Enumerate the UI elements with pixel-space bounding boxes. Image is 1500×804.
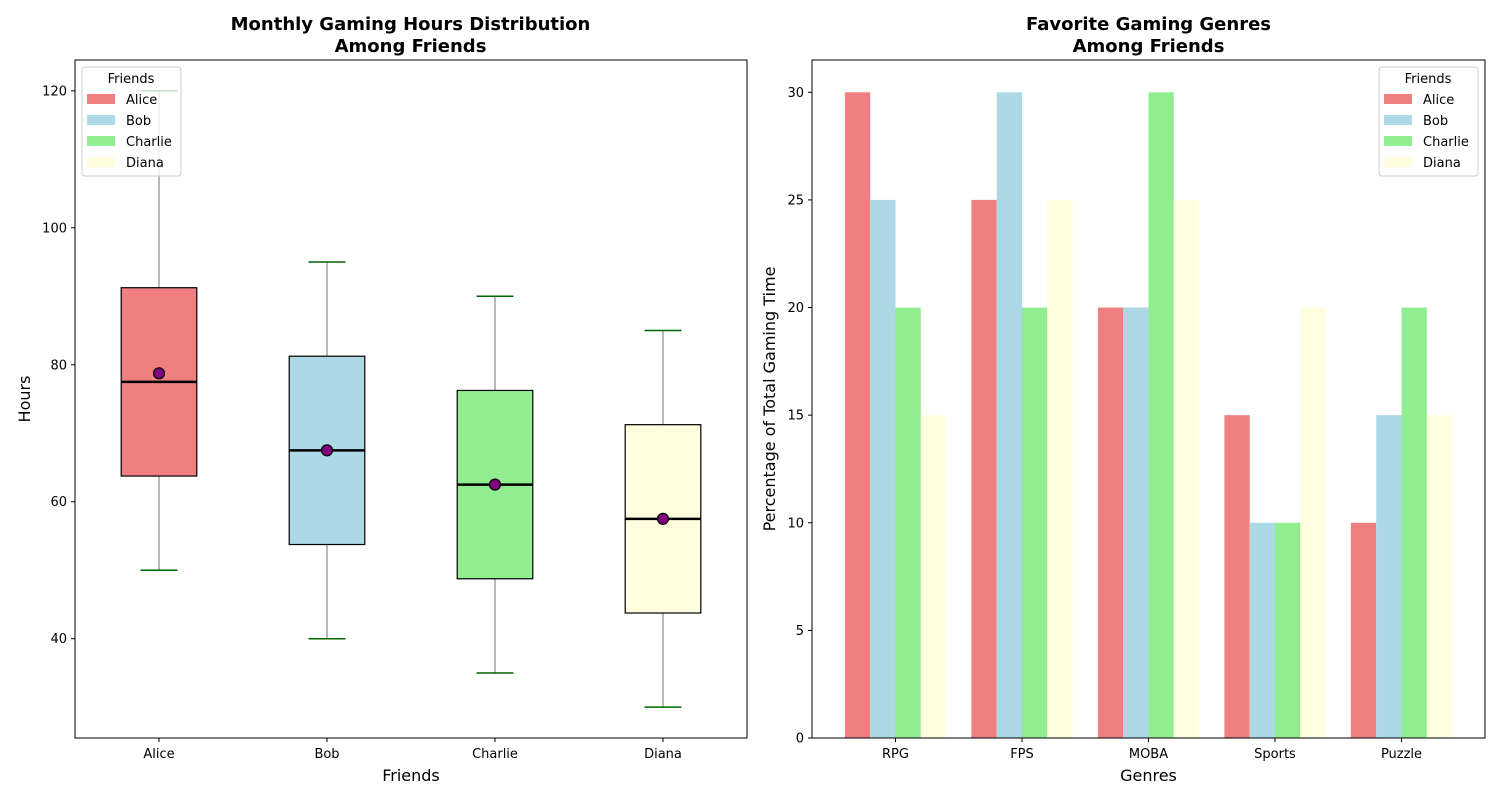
mean-marker-bob bbox=[320, 444, 334, 457]
x-tick-label-rpg: RPG bbox=[882, 747, 909, 762]
y-tick-label-15: 15 bbox=[787, 409, 804, 424]
legend-swatch-bob bbox=[87, 115, 115, 125]
barchart-marks bbox=[844, 92, 1453, 739]
legend-label-bob: Bob bbox=[126, 114, 151, 129]
y-tick-label-30: 30 bbox=[787, 86, 804, 101]
legend-label-bob: Bob bbox=[1423, 114, 1448, 129]
barchart-x-ticks: RPG FPS MOBA Sports Puzzle bbox=[882, 738, 1422, 762]
x-tick-label-moba: MOBA bbox=[1129, 747, 1168, 762]
boxplot-x-ticks: Alice Bob Charlie Diana bbox=[143, 738, 682, 762]
boxplot-y-ticks: 40 60 80 100 120 bbox=[42, 84, 75, 647]
bar-rpg-charlie bbox=[895, 307, 921, 738]
bar-moba-charlie bbox=[1148, 92, 1174, 739]
bar-rpg-alice bbox=[844, 92, 871, 739]
boxplot-y-axis-label: Hours bbox=[15, 376, 34, 423]
y-tick-label-80: 80 bbox=[50, 358, 67, 373]
boxplot-legend-items: Alice Bob Charlie Diana bbox=[87, 93, 172, 171]
bar-fps-diana bbox=[1047, 199, 1073, 738]
legend-swatch-charlie bbox=[87, 136, 115, 146]
bar-sports-diana bbox=[1300, 307, 1326, 738]
boxplot-title-line2: Among Friends bbox=[335, 36, 487, 57]
y-tick-label-0: 0 bbox=[796, 732, 804, 747]
barchart-y-ticks: 0 5 10 15 20 25 30 bbox=[787, 86, 812, 747]
boxplot-panel: Monthly Gaming Hours Distribution Among … bbox=[15, 14, 748, 785]
bar-rpg-bob bbox=[870, 199, 896, 738]
x-tick-label-diana: Diana bbox=[644, 747, 682, 762]
x-tick-label-sports: Sports bbox=[1254, 747, 1296, 762]
y-tick-label-20: 20 bbox=[787, 301, 804, 316]
boxplot-legend: Friends Alice Bob Charlie Diana bbox=[81, 66, 182, 177]
barchart-legend: Friends Alice Bob Charlie Diana bbox=[1378, 66, 1479, 177]
x-tick-label-fps: FPS bbox=[1010, 747, 1034, 762]
barchart-y-axis-label: Percentage of Total Gaming Time bbox=[760, 267, 779, 532]
barchart-legend-title: Friends bbox=[1405, 72, 1452, 87]
legend-swatch-diana bbox=[87, 157, 115, 167]
legend-label-diana: Diana bbox=[126, 156, 164, 171]
boxplot-title-line1: Monthly Gaming Hours Distribution bbox=[231, 14, 591, 35]
y-tick-label-10: 10 bbox=[787, 516, 804, 531]
legend-swatch-diana bbox=[1384, 157, 1412, 167]
y-tick-label-60: 60 bbox=[50, 495, 67, 510]
legend-swatch-alice bbox=[1384, 94, 1412, 104]
bar-rpg-diana bbox=[920, 415, 947, 738]
y-tick-label-100: 100 bbox=[42, 221, 67, 236]
legend-swatch-alice bbox=[87, 94, 115, 104]
boxplot-marks bbox=[120, 90, 702, 708]
legend-swatch-bob bbox=[1384, 115, 1412, 125]
bar-moba-alice bbox=[1097, 307, 1124, 738]
boxplot-legend-title: Friends bbox=[108, 72, 155, 87]
mean-marker-alice bbox=[152, 367, 166, 380]
bar-puzzle-alice bbox=[1350, 522, 1377, 738]
bar-fps-alice bbox=[971, 199, 997, 738]
x-tick-label-charlie: Charlie bbox=[472, 747, 518, 762]
bar-puzzle-bob bbox=[1376, 415, 1402, 738]
y-tick-label-120: 120 bbox=[42, 84, 67, 99]
bar-moba-diana bbox=[1173, 199, 1200, 738]
bar-moba-bob bbox=[1123, 307, 1149, 738]
barchart-legend-items: Alice Bob Charlie Diana bbox=[1384, 93, 1469, 171]
mean-marker-diana bbox=[656, 512, 670, 525]
bar-puzzle-charlie bbox=[1401, 307, 1427, 738]
barchart-title-line1: Favorite Gaming Genres bbox=[1026, 14, 1271, 35]
y-tick-label-5: 5 bbox=[796, 624, 804, 639]
legend-label-charlie: Charlie bbox=[126, 135, 172, 150]
legend-label-alice: Alice bbox=[1423, 93, 1454, 108]
bar-sports-alice bbox=[1224, 415, 1250, 738]
bar-puzzle-diana bbox=[1426, 415, 1453, 738]
barchart-title-line2: Among Friends bbox=[1073, 36, 1225, 57]
bar-fps-bob bbox=[996, 92, 1022, 739]
x-tick-label-puzzle: Puzzle bbox=[1381, 747, 1422, 762]
x-tick-label-bob: Bob bbox=[314, 747, 339, 762]
y-tick-label-25: 25 bbox=[787, 193, 804, 208]
bar-fps-charlie bbox=[1021, 307, 1048, 738]
barchart-x-axis-label: Genres bbox=[1120, 766, 1177, 785]
boxplot-x-axis-label: Friends bbox=[382, 766, 440, 785]
legend-swatch-charlie bbox=[1384, 136, 1412, 146]
bar-sports-bob bbox=[1249, 522, 1276, 738]
barchart-panel: Favorite Gaming Genres Among Friends 0 5 1… bbox=[760, 14, 1486, 785]
bar-sports-charlie bbox=[1275, 522, 1301, 738]
boxplot-axes-frame bbox=[74, 59, 748, 739]
legend-label-charlie: Charlie bbox=[1423, 135, 1469, 150]
mean-marker-charlie bbox=[488, 478, 502, 491]
y-tick-label-40: 40 bbox=[50, 632, 67, 647]
legend-label-alice: Alice bbox=[126, 93, 157, 108]
legend-label-diana: Diana bbox=[1423, 156, 1461, 171]
x-tick-label-alice: Alice bbox=[143, 747, 174, 762]
